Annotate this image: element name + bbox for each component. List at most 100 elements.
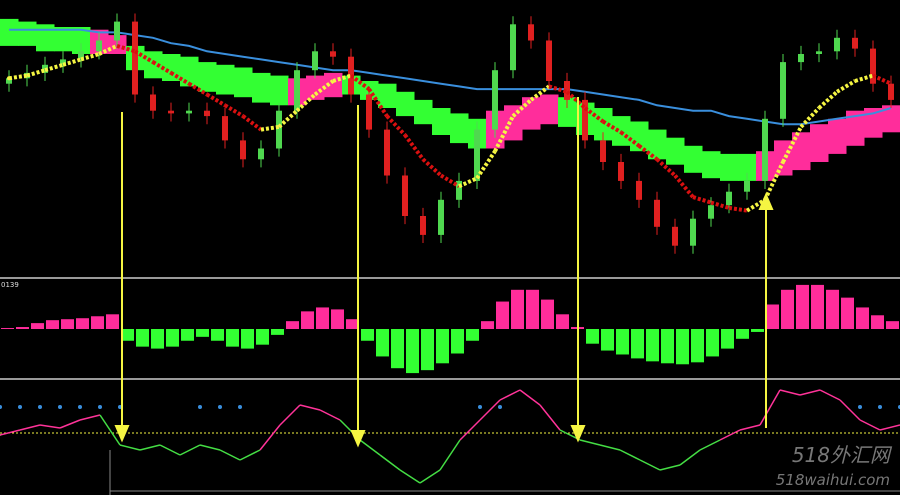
- histogram-bar: [31, 323, 44, 329]
- signal-segment: [548, 84, 568, 94]
- histogram-bar: [76, 318, 89, 329]
- histogram-bar: [676, 329, 689, 365]
- signal-segment: [44, 62, 64, 73]
- line-segment: [219, 449, 241, 461]
- ribbon-segment: [720, 153, 739, 181]
- histogram-bar: [226, 329, 239, 347]
- ribbon-segment: [648, 129, 667, 160]
- ribbon-segment: [414, 99, 433, 125]
- histogram-bar: [271, 329, 284, 335]
- signal-segment: [565, 90, 587, 110]
- signal-segment: [403, 133, 425, 161]
- signal-segment: [493, 115, 515, 153]
- histogram-bar: [721, 329, 734, 349]
- histogram-bar: [796, 284, 809, 329]
- candle-body: [222, 116, 228, 141]
- histogram-bar: [736, 329, 749, 339]
- watermark-url: 518waihui.com: [776, 471, 890, 489]
- line-segment: [859, 419, 881, 431]
- signal-segment: [583, 106, 605, 124]
- line-segment: [59, 419, 81, 429]
- signal-dot: [858, 405, 862, 409]
- histogram-bar: [211, 329, 224, 341]
- line-segment: [419, 469, 441, 484]
- histogram-bar: [856, 307, 869, 329]
- line-segment: [359, 439, 381, 456]
- line-segment: [679, 449, 701, 466]
- signal-segment: [98, 44, 118, 56]
- signal-segment: [241, 114, 263, 132]
- line-segment: [759, 389, 781, 426]
- line-segment: [479, 399, 501, 421]
- line-segment: [179, 444, 201, 456]
- signal-segment: [349, 73, 371, 91]
- candle-body: [654, 199, 660, 227]
- signal-segment: [313, 79, 335, 97]
- histogram-bar: [646, 329, 659, 362]
- signal-segment: [692, 195, 712, 205]
- candle-body: [708, 205, 714, 219]
- signal-segment: [817, 90, 839, 110]
- watermark-title: 518外汇网: [792, 443, 893, 467]
- ribbon-segment: [540, 94, 559, 125]
- signal-segment: [745, 198, 767, 213]
- ribbon-segment: [738, 153, 757, 181]
- histogram-bar: [166, 329, 179, 347]
- histogram-bar: [91, 316, 104, 329]
- candle-body: [492, 70, 498, 130]
- line-segment: [279, 404, 301, 426]
- line-segment: [619, 449, 641, 461]
- ribbon-segment: [378, 83, 397, 108]
- line-segment: [79, 414, 101, 421]
- signal-segment: [223, 103, 245, 118]
- candle-body: [402, 175, 408, 216]
- candle-body: [636, 180, 642, 200]
- ribbon-segment: [810, 124, 829, 162]
- signal-dot: [198, 405, 202, 409]
- histogram-bar: [421, 329, 434, 371]
- candle-body: [96, 40, 102, 52]
- histogram-bar: [766, 304, 779, 329]
- signal-dot: [18, 405, 22, 409]
- signal-segment: [8, 73, 28, 81]
- ribbon-segment: [198, 62, 217, 92]
- line-segment: [719, 429, 741, 441]
- histogram-bar: [886, 321, 899, 329]
- histogram-bar: [376, 329, 389, 357]
- ribbon-segment: [252, 72, 271, 103]
- ribbon-segment: [684, 145, 703, 173]
- candle-body: [78, 51, 84, 60]
- signal-segment: [710, 200, 730, 210]
- signal-segment: [529, 84, 551, 102]
- histogram-bar: [811, 284, 824, 329]
- candle-body: [24, 72, 30, 79]
- signal-segment: [475, 150, 497, 180]
- histogram-bar: [1, 328, 14, 329]
- histogram-bar: [136, 329, 149, 347]
- arrows: [114, 97, 774, 448]
- line-segment: [0, 429, 21, 436]
- histogram-bar: [241, 329, 254, 349]
- ribbon-segment: [558, 97, 577, 127]
- line-segment: [379, 454, 401, 471]
- signal-segment: [332, 73, 352, 83]
- ribbon-segment: [0, 18, 19, 46]
- histogram-bar: [586, 329, 599, 344]
- line-segment: [659, 464, 681, 471]
- arrow-head: [758, 192, 774, 210]
- signal-segment: [781, 125, 803, 163]
- candle-body: [546, 40, 552, 81]
- signal-segment: [835, 79, 857, 94]
- line-segment: [839, 399, 861, 421]
- signal-dot: [0, 405, 2, 409]
- histogram-bar: [511, 289, 524, 329]
- histogram-bar: [481, 321, 494, 329]
- candle-body: [456, 180, 462, 200]
- indicator-label: 0139: [1, 281, 19, 289]
- signal-segment: [458, 176, 478, 189]
- line-segment: [39, 424, 61, 429]
- line-segment: [439, 439, 461, 471]
- candle-body: [420, 216, 426, 235]
- candle-body: [798, 54, 804, 63]
